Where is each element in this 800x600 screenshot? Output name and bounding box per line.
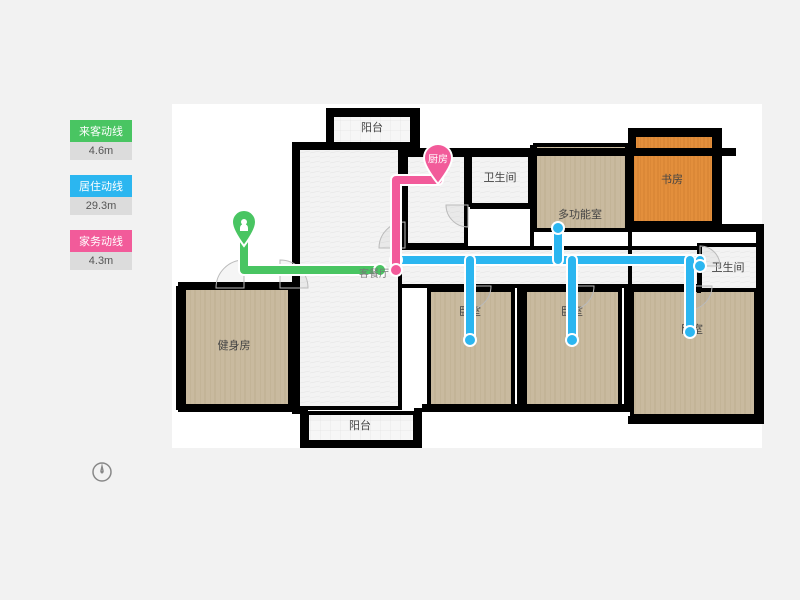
room-label-卫生间1: 卫生间 — [484, 170, 517, 184]
room-label-阳台: 阳台 — [361, 120, 383, 134]
legend-title: 居住动线 — [70, 175, 132, 197]
path-dot — [391, 265, 401, 275]
svg-text:厨房: 厨房 — [428, 153, 448, 166]
path-dot — [685, 327, 695, 337]
path-dot — [553, 223, 563, 233]
wall — [470, 205, 530, 209]
wall — [530, 145, 534, 250]
legend-value: 4.6m — [70, 142, 132, 160]
room-label-健身房: 健身房 — [218, 338, 251, 352]
path-dot — [567, 335, 577, 345]
room-label-书房: 书房 — [661, 173, 683, 186]
legend-item-1: 居住动线29.3m — [70, 175, 132, 215]
wall — [517, 288, 523, 410]
legend-title: 家务动线 — [70, 230, 132, 252]
legend-item-2: 家务动线4.3m — [70, 230, 132, 270]
legend-title: 来客动线 — [70, 120, 132, 142]
floorplan-svg: 阳台卫生间多功能室书房卫生间卧室卧室卧室健身房阳台客餐厅厨房 — [0, 0, 800, 600]
compass-icon — [90, 460, 114, 484]
legend-value: 29.3m — [70, 197, 132, 215]
room-门厅 — [400, 248, 700, 286]
wall — [628, 133, 632, 290]
path-label: 客餐厅 — [359, 267, 389, 280]
path-dot — [465, 335, 475, 345]
path-dot — [695, 261, 705, 271]
floorplan-stage: 阳台卫生间多功能室书房卫生间卧室卧室卧室健身房阳台客餐厅厨房 来客动线4.6m居… — [0, 0, 800, 600]
legend-value: 4.3m — [70, 252, 132, 270]
legend-item-0: 来客动线4.6m — [70, 120, 132, 160]
room-label-多功能室: 多功能室 — [558, 207, 602, 221]
wall — [624, 286, 630, 410]
room-label-阳台2: 阳台 — [349, 418, 371, 432]
